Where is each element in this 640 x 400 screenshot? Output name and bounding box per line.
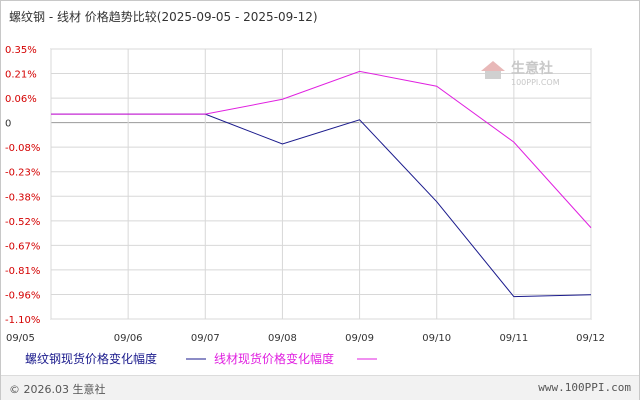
- y-tick-label: 0.21%: [5, 70, 37, 81]
- watermark-url: 100PPI.COM: [511, 78, 560, 87]
- copyright-text: © 2026.03 生意社: [9, 383, 106, 396]
- series-line-2: [51, 70, 592, 229]
- chart-title: 螺纹钢 - 线材 价格趋势比较(2025-09-05 - 2025-09-12): [9, 10, 318, 24]
- y-tick-label: -0.96%: [5, 290, 40, 301]
- site-link[interactable]: www.100PPI.com: [538, 381, 631, 394]
- x-tick-label: 09/08: [268, 333, 297, 344]
- x-tick-label: 09/07: [191, 333, 220, 344]
- series-line-1: [51, 113, 592, 298]
- y-tick-label: -0.52%: [5, 217, 40, 228]
- y-tick-label: -0.08%: [5, 143, 40, 154]
- y-tick-label: -0.81%: [5, 266, 40, 277]
- y-tick-label: 0.35%: [5, 45, 37, 56]
- watermark-logo-icon: [481, 61, 505, 71]
- plot-area: [50, 48, 592, 320]
- y-tick-label: -1.10%: [5, 315, 40, 326]
- legend-label-2: 线材现货价格变化幅度: [214, 351, 334, 366]
- x-tick-label: 09/12: [576, 333, 605, 344]
- y-tick-label: -0.67%: [5, 241, 40, 252]
- footer-bar: © 2026.03 生意社 www.100PPI.com: [1, 375, 639, 400]
- watermark-logo-icon: [485, 71, 501, 79]
- y-tick-label: 0: [5, 119, 11, 130]
- legend-label-1: 螺纹钢现货价格变化幅度: [25, 351, 157, 366]
- watermark-brand: 生意社: [511, 60, 553, 77]
- x-tick-label: 09/11: [499, 333, 528, 344]
- y-tick-label: -0.38%: [5, 192, 40, 203]
- line-chart: 0.35% 0.21% 0.06% 0 -0.08% -0.23% -0.38% -0.52%…: [5, 45, 605, 366]
- x-tick-label: 09/10: [422, 333, 451, 344]
- x-tick-label: 09/09: [345, 333, 374, 344]
- x-tick-label: 09/05: [6, 333, 35, 344]
- x-tick-label: 09/06: [114, 333, 143, 344]
- y-tick-label: -0.23%: [5, 168, 40, 179]
- y-tick-label: 0.06%: [5, 94, 37, 105]
